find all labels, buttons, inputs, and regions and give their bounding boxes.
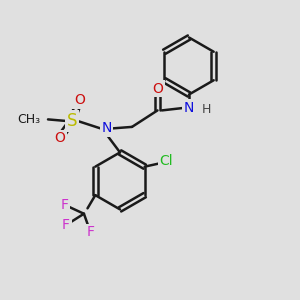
Text: F: F	[62, 218, 70, 232]
Text: F: F	[60, 198, 68, 212]
Text: N: N	[184, 101, 194, 115]
Text: O: O	[74, 93, 85, 107]
Text: CH₃: CH₃	[17, 113, 41, 126]
Text: O: O	[152, 82, 163, 96]
Text: Cl: Cl	[160, 154, 173, 168]
Text: F: F	[86, 225, 94, 239]
Text: O: O	[54, 131, 65, 145]
Text: H: H	[202, 103, 211, 116]
Text: N: N	[101, 122, 112, 135]
Text: S: S	[67, 112, 77, 130]
